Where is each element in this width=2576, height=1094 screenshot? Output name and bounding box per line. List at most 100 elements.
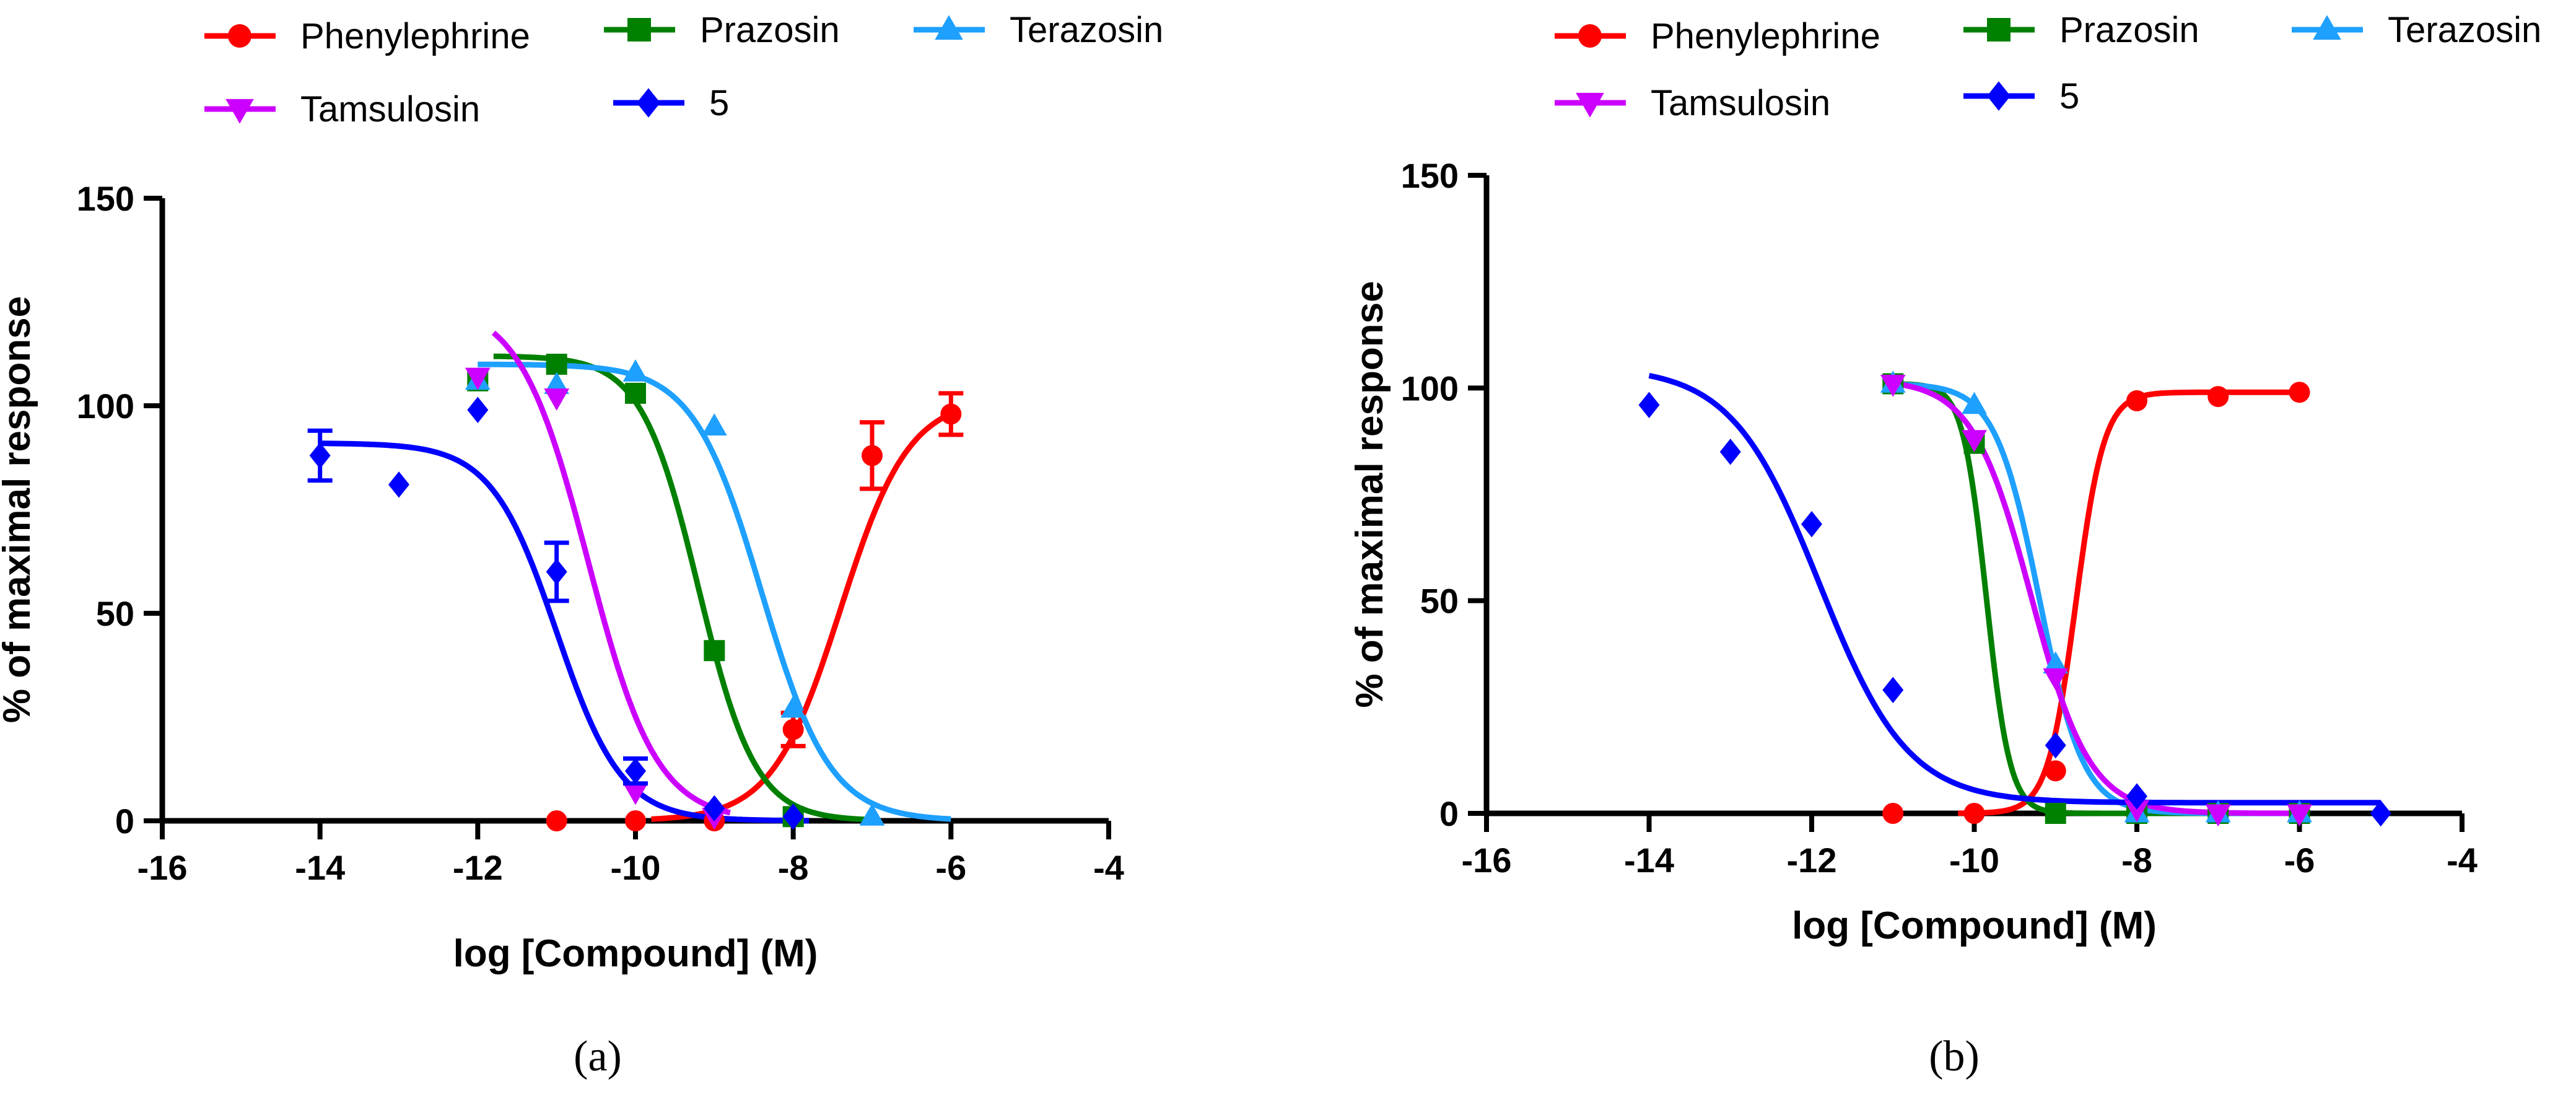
data-point-phenylephrine bbox=[2289, 382, 2310, 403]
data-point-phenylephrine bbox=[862, 445, 883, 466]
data-point-terazosin bbox=[1962, 392, 1987, 414]
legend-entry-terazosin: Terazosin bbox=[914, 10, 1163, 50]
legend-label: Tamsulosin bbox=[300, 89, 480, 129]
y-tick-label: 100 bbox=[77, 387, 134, 426]
data-point-phenylephrine bbox=[782, 719, 804, 740]
curve-5 bbox=[320, 440, 810, 824]
legend-marker bbox=[228, 24, 251, 48]
curve-prazosin bbox=[1892, 381, 2300, 816]
data-point-terazosin bbox=[544, 372, 570, 394]
data-point-terazosin bbox=[622, 359, 648, 382]
x-tick-label: -12 bbox=[1787, 841, 1837, 880]
legend-marker bbox=[1987, 81, 2011, 111]
data-point-phenylephrine bbox=[2045, 760, 2066, 782]
data-point-tamsulosin bbox=[1962, 430, 1987, 452]
legend-entry-phenylephrine: Phenylephrine bbox=[204, 16, 530, 56]
legend-entry-terazosin: Terazosin bbox=[2292, 10, 2541, 50]
x-tick-label: -10 bbox=[611, 848, 661, 887]
data-point-phenylephrine bbox=[625, 810, 646, 831]
data-point-terazosin bbox=[859, 803, 885, 826]
y-tick-label: 0 bbox=[115, 802, 134, 841]
data-point-5 bbox=[2045, 732, 2066, 759]
y-tick-label: 100 bbox=[1401, 369, 1459, 408]
y-tick-label: 150 bbox=[1401, 156, 1459, 195]
data-point-phenylephrine bbox=[546, 810, 567, 831]
data-point-tamsulosin bbox=[2043, 668, 2069, 691]
legend-label: 5 bbox=[709, 83, 729, 123]
curve-phenylephrine bbox=[650, 411, 953, 822]
data-point-terazosin bbox=[2043, 651, 2069, 674]
x-tick-label: -4 bbox=[1093, 848, 1124, 887]
y-axis-label: % of maximal response bbox=[1348, 281, 1391, 707]
data-point-phenylephrine bbox=[2207, 386, 2229, 408]
legend-label: 5 bbox=[2059, 76, 2079, 116]
data-point-phenylephrine bbox=[940, 403, 962, 425]
chart-panel-b: -16 -14 -12 -10 -8 -6 -4 0 50 100 150 log [Compound… bbox=[1348, 10, 2541, 1080]
x-tick-label: -6 bbox=[2284, 841, 2315, 880]
legend-marker bbox=[1578, 24, 1602, 48]
data-point-phenylephrine bbox=[1963, 803, 1985, 824]
x-axis-label: log [Compound] (M) bbox=[453, 932, 818, 975]
curve-5 bbox=[1648, 372, 2381, 806]
data-point-5 bbox=[309, 442, 331, 469]
legend-label: Terazosin bbox=[2388, 10, 2541, 50]
legend-entry-5: 5 bbox=[1963, 76, 2079, 116]
x-tick-label: -16 bbox=[138, 848, 188, 887]
chart-panel-a: -16 -14 -12 -10 -8 -6 -4 0 50 100 150 log [Compound… bbox=[0, 10, 1163, 1080]
legend-label: Phenylephrine bbox=[300, 16, 530, 56]
data-point-5 bbox=[1719, 439, 1741, 465]
data-point-prazosin bbox=[546, 354, 567, 375]
legend-marker bbox=[637, 88, 660, 118]
legend-marker bbox=[627, 18, 651, 42]
data-point-5 bbox=[704, 795, 725, 822]
legend-entry-tamsulosin: Tamsulosin bbox=[204, 89, 480, 129]
x-tick-label: -10 bbox=[1949, 841, 1999, 880]
legend-marker bbox=[935, 15, 963, 40]
y-axis-label: % of maximal response bbox=[0, 296, 38, 723]
data-point-tamsulosin bbox=[2205, 804, 2231, 827]
curve-terazosin bbox=[1892, 381, 2300, 816]
panel-caption: (b) bbox=[1929, 1033, 1980, 1080]
x-tick-label: -8 bbox=[2121, 841, 2152, 880]
legend-label: Prazosin bbox=[2059, 10, 2199, 50]
data-point-tamsulosin bbox=[2287, 804, 2312, 827]
data-point-phenylephrine bbox=[1882, 803, 1904, 824]
legend-entry-prazosin: Prazosin bbox=[604, 10, 840, 50]
y-tick-label: 50 bbox=[1420, 582, 1459, 621]
data-point-prazosin bbox=[625, 382, 646, 404]
legend-entry-phenylephrine: Phenylephrine bbox=[1555, 16, 1880, 56]
x-tick-label: -8 bbox=[778, 848, 809, 887]
data-point-tamsulosin bbox=[622, 782, 648, 805]
data-point-tamsulosin bbox=[465, 367, 491, 390]
data-point-terazosin bbox=[780, 695, 806, 718]
legend-marker bbox=[225, 98, 254, 124]
data-point-5 bbox=[2126, 783, 2147, 810]
data-point-5 bbox=[388, 471, 409, 498]
legend-marker bbox=[2313, 15, 2341, 40]
data-point-5 bbox=[546, 558, 567, 585]
x-tick-label: -4 bbox=[2447, 841, 2478, 880]
data-point-5 bbox=[782, 803, 804, 830]
legend-label: Phenylephrine bbox=[1651, 16, 1880, 56]
legend-label: Tamsulosin bbox=[1651, 83, 1830, 123]
x-tick-label: -14 bbox=[1624, 841, 1674, 880]
legend-entry-5: 5 bbox=[613, 83, 729, 123]
x-tick-label: -14 bbox=[295, 848, 345, 887]
y-tick-label: 50 bbox=[96, 594, 134, 633]
legend-entry-prazosin: Prazosin bbox=[1963, 10, 2199, 50]
data-point-5 bbox=[1882, 676, 1904, 704]
legend-label: Prazosin bbox=[700, 10, 840, 50]
data-point-5 bbox=[2370, 800, 2391, 827]
x-tick-label: -12 bbox=[453, 848, 503, 887]
legend-marker bbox=[1987, 18, 2011, 42]
data-point-tamsulosin bbox=[1880, 375, 1906, 397]
legend-label: Terazosin bbox=[1010, 10, 1163, 50]
data-point-5 bbox=[625, 758, 646, 784]
data-point-tamsulosin bbox=[2124, 800, 2150, 823]
x-tick-label: -6 bbox=[935, 848, 966, 887]
data-point-5 bbox=[1638, 392, 1660, 419]
y-tick-label: 150 bbox=[77, 179, 134, 218]
data-point-prazosin bbox=[2045, 803, 2066, 824]
legend-entry-tamsulosin: Tamsulosin bbox=[1555, 83, 1830, 123]
